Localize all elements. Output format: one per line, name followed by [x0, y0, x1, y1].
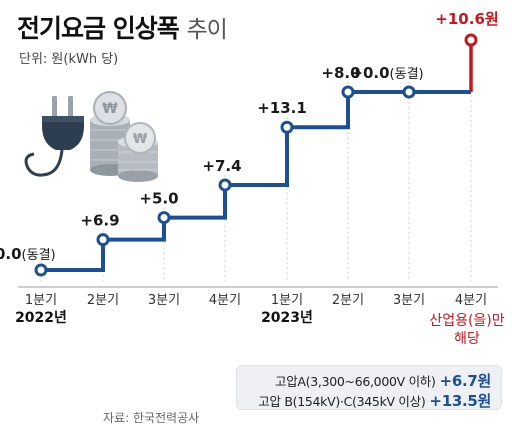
data-point-highlight	[464, 33, 478, 47]
x-tick-label: 2분기	[332, 293, 364, 308]
data-label: +5.0	[139, 190, 178, 208]
data-point	[34, 263, 48, 277]
data-label: +13.1	[257, 99, 307, 117]
data-point	[402, 85, 416, 99]
legend-value: +13.5원	[429, 392, 491, 410]
svg-text:₩: ₩	[102, 101, 118, 117]
data-labels: +0.0(동결)+6.9+5.0+7.4+13.1+8.0+0.0(동결)+10…	[0, 10, 499, 263]
year-label: 2022년	[15, 310, 67, 326]
highlight-note: 산업용(을)만	[429, 313, 504, 329]
x-tick-label: 4분기	[455, 293, 487, 308]
title-sub: 추이	[186, 17, 227, 43]
data-label: +10.6원	[435, 10, 498, 28]
legend-row-high-voltage-bc: 고압 B(154kV)·C(345kV 이상) +13.5원	[258, 390, 491, 411]
title-block: 전기요금 인상폭 추이	[17, 9, 228, 45]
plug-and-coins-illustration: ₩ ₩	[24, 91, 158, 182]
legend-label: 고압 B(154kV)·C(345kV 이상)	[258, 394, 426, 409]
high-voltage-legend-box: 고압A(3,300~66,000V 이하) +6.7원 고압 B(154kV)·C…	[236, 365, 502, 410]
data-label: +6.9	[80, 212, 119, 230]
power-plug-icon	[24, 96, 84, 177]
data-points	[34, 33, 478, 277]
legend-label: 고압A(3,300~66,000V 이하)	[275, 374, 436, 389]
legend-value: +6.7원	[439, 372, 492, 390]
svg-text:₩: ₩	[133, 132, 148, 147]
x-tick-label: 1분기	[25, 293, 57, 308]
unit-label: 단위: 원(kWh 당)	[19, 52, 119, 67]
data-label: +0.0(동결)	[350, 64, 423, 82]
won-coin-stack-icon: ₩ ₩	[90, 91, 158, 182]
page-title: 전기요금 인상폭 추이	[17, 9, 228, 45]
data-point	[96, 233, 110, 247]
year-label: 2023년	[261, 310, 313, 326]
data-label: +0.0(동결)	[0, 245, 56, 263]
data-point	[341, 85, 355, 99]
title-main: 전기요금 인상폭	[17, 14, 180, 43]
x-axis: 1분기 2분기 3분기 4분기 1분기 2분기 3분기 4분기 2022년 2023년 산업용(을)…	[15, 286, 505, 347]
x-tick-label: 2분기	[87, 293, 119, 308]
source-note: 자료: 한국전력공사	[103, 411, 200, 425]
x-tick-label: 1분기	[271, 293, 303, 308]
x-tick-label: 3분기	[148, 293, 180, 308]
data-point	[218, 178, 232, 192]
data-point	[280, 120, 294, 134]
data-label: +7.4	[202, 157, 241, 175]
data-point	[157, 211, 171, 225]
data-label: +8.0	[321, 64, 360, 82]
legend-row-high-voltage-a: 고압A(3,300~66,000V 이하) +6.7원	[275, 370, 491, 391]
x-tick-label: 4분기	[209, 293, 241, 308]
x-tick-label: 3분기	[393, 293, 425, 308]
highlight-note: 해당	[454, 331, 480, 347]
